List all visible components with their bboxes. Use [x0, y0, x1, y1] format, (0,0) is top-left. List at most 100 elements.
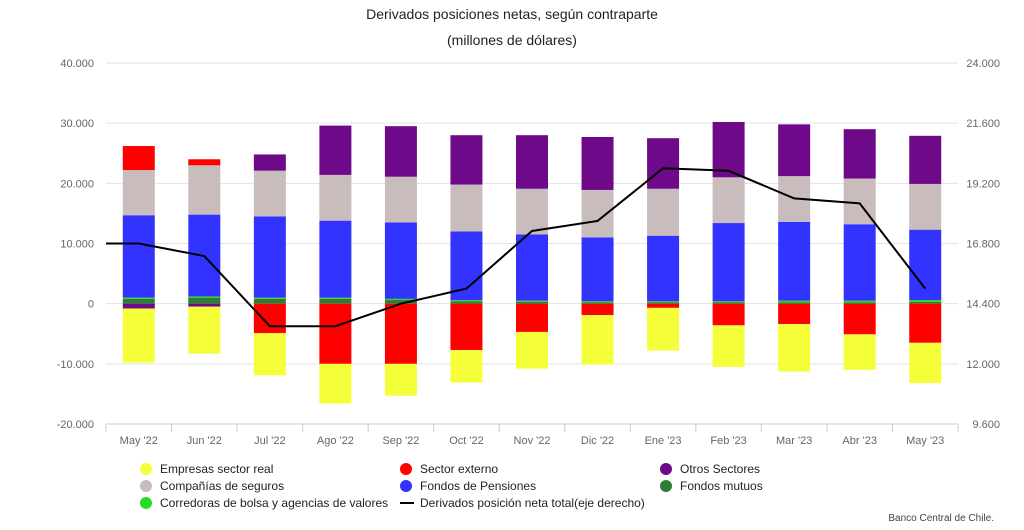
legend-swatch: [140, 497, 152, 509]
legend-label: Empresas sector real: [160, 462, 274, 476]
bar-segment: [712, 301, 745, 303]
bar-segment: [909, 229, 942, 301]
bar-segment: [450, 135, 483, 185]
bar-segment: [384, 363, 417, 396]
bar-segment: [188, 303, 221, 307]
y2-tick-label: 9.600: [972, 419, 1000, 431]
bar-segment: [647, 235, 680, 302]
total-line: [106, 167, 927, 328]
x-tick-label: May '23: [906, 435, 944, 447]
y-tick-label: 40.000: [60, 58, 94, 70]
bar-segment: [581, 237, 614, 302]
bar-segment: [122, 298, 155, 304]
legend-item[interactable]: Empresas sector real: [140, 462, 273, 476]
legend-item[interactable]: Compañías de seguros: [140, 479, 284, 493]
bar-segment: [712, 325, 745, 367]
bar-segment: [384, 303, 417, 364]
bar-segment: [516, 300, 548, 302]
legend-line-swatch: [400, 502, 414, 504]
x-tick-label: Abr '23: [842, 435, 877, 447]
bar-segment: [712, 223, 745, 302]
legend-swatch: [400, 480, 412, 492]
bar-segment: [319, 220, 352, 298]
x-tick-label: Jul '22: [254, 435, 285, 447]
bar-segment: [384, 298, 417, 301]
bar-segment: [843, 300, 876, 303]
bar-segment: [188, 306, 221, 354]
bar-segment: [647, 301, 680, 303]
y-tick-label: 30.000: [60, 118, 94, 130]
y-tick-label: 20.000: [60, 178, 94, 190]
x-tick-label: Sep '22: [382, 435, 419, 447]
bar-segment: [778, 302, 811, 304]
bar-segment: [778, 300, 811, 303]
bar-segment: [122, 170, 155, 216]
x-tick-label: Ago '22: [317, 435, 354, 447]
bar-segment: [581, 189, 614, 238]
legend-label: Corredoras de bolsa y agencias de valore…: [160, 496, 389, 510]
x-tick-label: Jun '22: [187, 435, 222, 447]
bar-segment: [122, 146, 155, 171]
y-tick-label: -10.000: [57, 359, 94, 371]
bar-segment: [909, 300, 942, 302]
bar-segment: [909, 342, 942, 384]
y2-tick-label: 21.600: [966, 118, 1000, 130]
bar-segment: [581, 301, 614, 303]
legend-item[interactable]: Sector externo: [400, 462, 498, 476]
bar-segment: [516, 301, 548, 304]
legend-swatch: [660, 480, 672, 492]
bar-segment: [516, 303, 548, 332]
legend-item[interactable]: Fondos mutuos: [660, 479, 763, 493]
bar-segment: [319, 174, 352, 221]
bar-segment: [647, 188, 680, 236]
y-tick-label: 10.000: [60, 239, 94, 251]
bar-segment: [188, 159, 221, 166]
y-tick-label: -20.000: [57, 419, 94, 431]
legend-item[interactable]: Fondos de Pensiones: [400, 479, 536, 493]
x-tick-label: Mar '23: [776, 435, 812, 447]
bar-segment: [647, 302, 680, 304]
bar-segment: [516, 188, 548, 235]
bar-segment: [319, 363, 352, 404]
bar-segment: [647, 303, 680, 308]
x-tick-label: Dic '22: [581, 435, 614, 447]
bar-segment: [843, 129, 876, 179]
y2-tick-label: 12.000: [966, 359, 1000, 371]
legend-item[interactable]: Derivados posición neta total(eje derech…: [400, 496, 645, 510]
bar-segment: [450, 184, 483, 232]
bar-segment: [450, 231, 483, 301]
bar-segment: [581, 302, 614, 304]
legend-item[interactable]: Corredoras de bolsa y agencias de valore…: [140, 496, 388, 510]
bar-segment: [647, 138, 680, 189]
bar-segment: [581, 137, 614, 190]
legend-label: Fondos mutuos: [680, 479, 763, 493]
bar-segment: [778, 303, 811, 325]
y2-tick-label: 14.400: [966, 299, 1000, 311]
bar-segment: [909, 135, 942, 184]
bar-segment: [450, 300, 483, 302]
legend-label: Compañías de seguros: [160, 479, 285, 493]
bar-segment: [909, 183, 942, 230]
chart-plot: 40.000 30.000 20.000 10.000 0 -10.000 -20.000 2…: [57, 58, 1000, 447]
x-tick-label: Nov '22: [514, 435, 551, 447]
bar-segment: [712, 121, 745, 178]
y2-tick-label: 16.800: [966, 239, 1000, 251]
bar-segment: [450, 303, 483, 350]
bar-segment: [319, 303, 352, 364]
legend-label: Derivados posición neta total(eje derech…: [420, 496, 645, 510]
legend-label: Otros Sectores: [680, 462, 761, 476]
bar-segment: [712, 303, 745, 326]
bar-segment: [712, 302, 745, 304]
chart-title: Derivados posiciones netas, según contra…: [366, 6, 658, 22]
legend-swatch: [140, 480, 152, 492]
bar-segment: [253, 297, 286, 299]
bar-segment: [319, 297, 352, 299]
bar-segment: [909, 301, 942, 304]
bar-segment: [253, 303, 286, 334]
bar-segment: [253, 216, 286, 298]
y2-tick-label: 19.200: [966, 178, 1000, 190]
legend-item[interactable]: Otros Sectores: [660, 462, 760, 476]
legend-label: Fondos de Pensiones: [420, 479, 537, 493]
bar-segment: [450, 301, 483, 304]
bar-segment: [843, 334, 876, 370]
